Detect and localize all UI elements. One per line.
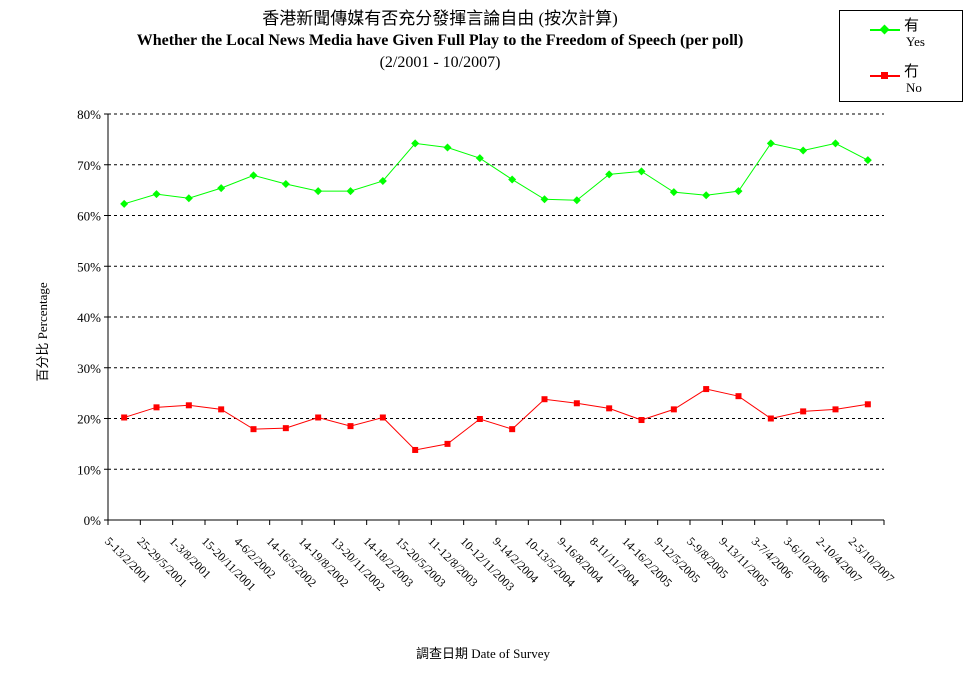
legend-no-square-icon [881, 72, 888, 79]
legend-no-label-zh: 冇 [904, 64, 920, 80]
data-point-yes [831, 139, 840, 148]
chart-title-chinese: 香港新聞傳媒有否充分發揮言論自由 (按次計算) [262, 9, 618, 28]
data-point-yes [475, 154, 484, 163]
data-point-no [864, 401, 871, 408]
data-point-no [153, 404, 160, 411]
data-point-no [541, 396, 548, 403]
data-point-no [282, 425, 289, 432]
data-point-yes [184, 194, 193, 203]
y-tick-label: 60% [77, 209, 101, 224]
data-point-yes [669, 188, 678, 197]
data-point-no [509, 426, 516, 433]
data-point-no [379, 414, 386, 421]
data-point-yes [637, 167, 646, 176]
data-point-yes [443, 143, 452, 152]
data-point-no [412, 446, 419, 453]
y-tick-labels: 0% 10% 20% 30% 40% 50% 60% 70% 80% [77, 107, 101, 528]
legend-item-no: 冇 No [840, 61, 962, 105]
data-point-yes [702, 191, 711, 200]
data-point-no [735, 393, 742, 400]
data-point-yes [605, 170, 614, 179]
x-axis-title: 調查日期 Date of Survey [416, 646, 550, 661]
chart-date-range: (2/2001 - 10/2007) [379, 54, 501, 71]
y-tick-label: 80% [77, 107, 101, 122]
data-point-yes [249, 171, 258, 180]
data-point-yes [152, 190, 161, 199]
data-point-yes [346, 187, 355, 196]
y-tick-label: 10% [77, 462, 101, 477]
data-point-no [703, 386, 710, 393]
data-point-no [121, 414, 128, 421]
series-yes-line [124, 142, 869, 205]
series-no-line [124, 388, 868, 451]
legend-item-yes: 有 Yes [840, 15, 962, 59]
legend-yes-label-en: Yes [906, 34, 925, 49]
data-point-yes [572, 196, 581, 205]
chart-title-english: Whether the Local News Media have Given … [136, 32, 744, 49]
legend-yes-label-zh: 有 [904, 18, 920, 34]
grid-lines [104, 113, 884, 521]
axes [107, 114, 885, 525]
y-tick-label: 0% [84, 513, 102, 528]
data-point-no [767, 415, 774, 422]
data-point-no [800, 408, 807, 415]
data-point-no [315, 414, 322, 421]
data-point-yes [766, 139, 775, 148]
data-point-yes [799, 146, 808, 155]
data-point-yes [281, 180, 290, 189]
data-point-no [606, 405, 613, 412]
data-point-no [670, 406, 677, 413]
data-point-yes [863, 156, 872, 165]
data-point-yes [378, 176, 387, 185]
data-point-no [347, 423, 354, 430]
data-point-yes [540, 195, 549, 204]
y-tick-label: 70% [77, 158, 101, 173]
legend: 有 Yes 冇 No [839, 10, 963, 102]
y-tick-label: 30% [77, 361, 101, 376]
data-point-no [250, 426, 257, 433]
data-point-yes [508, 175, 517, 184]
data-point-no [638, 417, 645, 424]
data-point-yes [120, 199, 129, 208]
data-point-no [476, 416, 483, 423]
data-point-no [218, 406, 225, 413]
data-point-no [832, 406, 839, 413]
data-point-yes [314, 187, 323, 196]
data-point-yes [217, 184, 226, 193]
data-point-yes [734, 187, 743, 196]
data-point-yes [411, 139, 420, 148]
legend-no-label-en: No [906, 80, 922, 95]
x-tick-labels: 5-13/2/200125-29/5/20011-3/8/200115-20/1… [102, 534, 897, 594]
data-point-no [573, 400, 580, 407]
y-tick-label: 40% [77, 310, 101, 325]
series-layer [120, 139, 872, 453]
y-tick-label: 50% [77, 259, 101, 274]
y-axis-title: 百分比 Percentage [35, 282, 50, 382]
data-point-no [185, 402, 192, 409]
legend-yes-diamond-icon [879, 24, 890, 35]
chart-title-block: 香港新聞傳媒有否充分發揮言論自由 (按次計算) Whether the Loca… [60, 8, 820, 74]
y-tick-label: 20% [77, 412, 101, 427]
data-point-no [444, 440, 451, 447]
